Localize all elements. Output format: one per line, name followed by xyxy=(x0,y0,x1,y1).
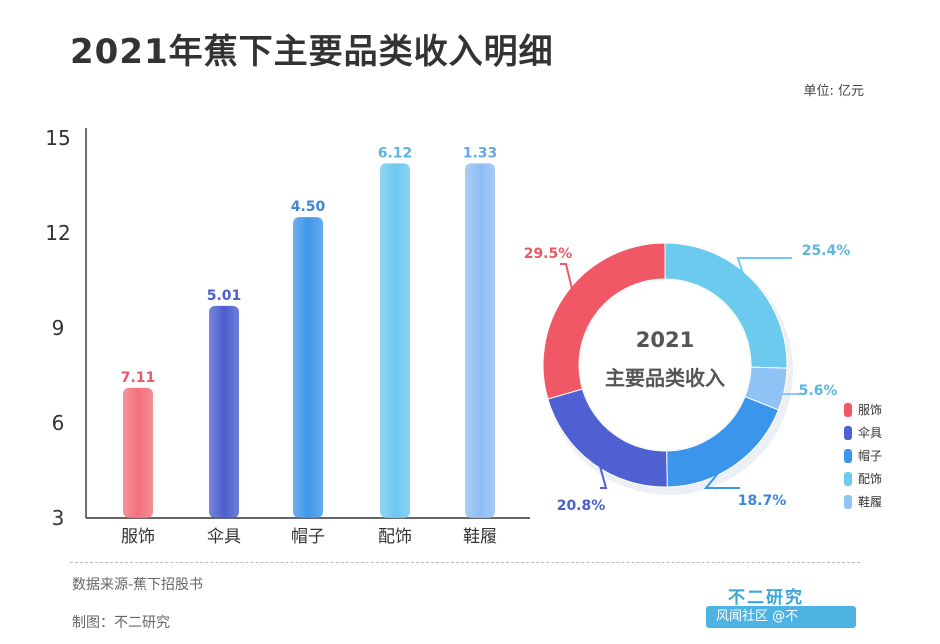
donut-hole xyxy=(580,280,750,450)
legend-swatch xyxy=(844,448,852,463)
legend-item: 鞋履 xyxy=(844,490,882,513)
donut-leader-line xyxy=(596,456,608,489)
bar-data-label: 5.01 xyxy=(207,288,242,304)
x-tick-label: 服饰 xyxy=(121,527,155,547)
y-tick-label: 3 xyxy=(52,506,65,530)
y-tick-label: 9 xyxy=(52,316,65,340)
bar xyxy=(465,163,495,519)
legend-label: 配饰 xyxy=(858,472,883,486)
donut-leader-line xyxy=(767,387,800,395)
bar-data-label: 6.12 xyxy=(378,145,413,161)
donut-value-label: 25.4% xyxy=(802,243,851,259)
donut-leader-line xyxy=(560,263,575,297)
bar xyxy=(209,305,239,518)
chart-title: 2021年蕉下主要品类收入明细 xyxy=(70,32,554,72)
y-tick-label: 6 xyxy=(52,411,65,435)
x-tick-label: 伞具 xyxy=(207,527,241,547)
donut-value-label: 5.6% xyxy=(799,383,838,399)
donut-center-title: 2021 xyxy=(636,328,694,352)
legend-swatch xyxy=(844,402,852,417)
donut-value-label: 29.5% xyxy=(524,246,573,262)
bar xyxy=(293,217,323,518)
y-tick-label: 15 xyxy=(45,126,70,150)
brand-name: 不二研究 xyxy=(728,588,804,608)
source-note: 数据来源-蕉下招股书 xyxy=(72,577,204,593)
donut-slice xyxy=(542,242,666,400)
unit-label: 单位: 亿元 xyxy=(803,84,864,99)
legend-label: 伞具 xyxy=(858,426,883,440)
brand-bar-text: 风闻社区 @不 xyxy=(716,609,799,624)
x-tick-label: 鞋履 xyxy=(463,527,497,547)
legend-item: 配饰 xyxy=(844,467,882,490)
bar xyxy=(380,163,410,519)
donut-legend: 服饰伞具帽子配饰鞋履 xyxy=(844,398,882,513)
donut-value-label: 20.8% xyxy=(557,498,606,514)
legend-label: 服饰 xyxy=(858,403,883,417)
brand-bar: 风闻社区 @不 xyxy=(706,606,856,628)
legend-label: 鞋履 xyxy=(858,495,883,509)
y-tick-label: 12 xyxy=(45,221,70,245)
legend-swatch xyxy=(844,471,852,486)
bar-data-label: 1.33 xyxy=(463,145,498,161)
x-tick-label: 配饰 xyxy=(378,527,412,547)
bar-data-label: 7.11 xyxy=(121,370,156,386)
legend-swatch xyxy=(844,494,852,509)
x-tick-label: 帽子 xyxy=(291,527,325,547)
donut-leader-line xyxy=(736,257,792,286)
donut-value-label: 18.7% xyxy=(738,493,787,509)
legend-item: 帽子 xyxy=(844,444,882,467)
bar-data-label: 4.50 xyxy=(291,199,326,215)
legend-item: 伞具 xyxy=(844,421,882,444)
donut-center-subtitle: 主要品类收入 xyxy=(605,366,725,390)
donut-leader-line xyxy=(703,458,740,489)
legend-label: 帽子 xyxy=(858,449,883,463)
bar xyxy=(123,387,153,518)
legend-swatch xyxy=(844,425,852,440)
legend-item: 服饰 xyxy=(844,398,882,421)
footer-divider xyxy=(70,562,860,563)
made-by-note: 制图：不二研究 xyxy=(72,615,170,631)
